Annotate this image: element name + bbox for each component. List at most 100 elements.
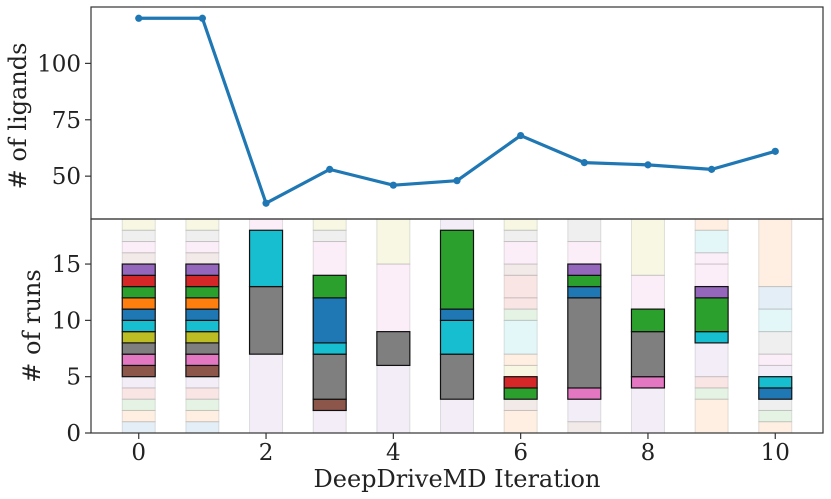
runs-bar-segment: [121, 297, 156, 310]
runs-bar-segment: [312, 274, 347, 299]
runs-bar-ghost-segment: [694, 376, 729, 389]
ligands-point: [580, 159, 588, 167]
runs-bar-segment: [503, 376, 538, 389]
runs-panel: 0 5 10 15 0 2 4 6 8 10 # of runs DeepDriveMD Iter…: [18, 218, 824, 493]
runs-x-tick-label: 8: [641, 440, 656, 466]
runs-bar-ghost-segment: [121, 387, 156, 400]
ligands-y-axis-label: # of ligands: [4, 43, 32, 190]
runs-y-tick-label: 5: [66, 365, 81, 391]
runs-bar-segment: [630, 331, 666, 378]
ligands-point: [198, 14, 206, 22]
runs-bar-ghost-segment: [567, 398, 602, 423]
runs-bar-ghost-segment: [121, 421, 156, 434]
runs-bar-ghost-segment: [249, 353, 284, 434]
runs-bar-ghost-segment: [185, 218, 220, 231]
runs-bar-ghost-segment: [185, 241, 220, 254]
runs-bar-ghost-segment: [376, 364, 411, 434]
ligands-line-series: [135, 14, 779, 207]
ligands-plot-frame: [90, 6, 824, 220]
runs-bar-ghost-segment: [503, 308, 538, 321]
runs-plot-frame: [90, 218, 824, 434]
runs-x-tick-label: 10: [761, 440, 790, 466]
runs-bar-ghost-segment: [312, 218, 347, 231]
runs-bar-segment: [312, 342, 347, 355]
runs-bar-ghost-segment: [249, 218, 284, 231]
runs-bar-ghost-segment: [758, 409, 793, 423]
runs-bar-ghost-segment: [503, 297, 538, 310]
runs-bar-ghost-segment: [694, 218, 729, 231]
runs-bar-ghost-segment: [503, 319, 538, 355]
runs-bar-segment: [121, 274, 156, 288]
ligands-y-tick-label: 50: [52, 164, 81, 190]
runs-bar-segment: [567, 387, 602, 400]
runs-y-tick-label: 15: [52, 252, 81, 278]
ligands-point: [262, 199, 270, 207]
runs-bar-ghost-segment: [758, 421, 793, 434]
runs-bar-ghost-segment: [694, 398, 729, 434]
runs-bar-ghost-segment: [121, 398, 156, 411]
runs-bar-ghost-segment: [694, 229, 729, 254]
runs-bar-ghost-segment: [503, 364, 538, 378]
runs-bar-segment: [121, 331, 156, 344]
runs-bar-ghost-segment: [121, 218, 156, 231]
runs-bar-segment: [694, 297, 729, 333]
runs-bar-ghost-segment: [630, 387, 665, 434]
ligands-point: [135, 14, 143, 22]
runs-bar-segment: [376, 331, 411, 367]
runs-bar-segment: [312, 398, 347, 412]
runs-bar-segment: [567, 297, 602, 389]
runs-y-tick-label: 10: [52, 308, 81, 334]
runs-bar-segment: [121, 353, 156, 367]
runs-bar-ghost-segment: [694, 387, 729, 400]
runs-bar-ghost-segment: [440, 218, 474, 231]
runs-bar-segment: [312, 297, 347, 344]
runs-bar-segment: [694, 331, 729, 344]
runs-bar-ghost-segment: [503, 398, 538, 411]
runs-bar-ghost-segment: [503, 353, 538, 366]
runs-bar-segment: [758, 376, 793, 389]
runs-bar-ghost-segment: [758, 398, 793, 411]
runs-x-tick-label: 6: [513, 440, 528, 466]
runs-bar-segment: [758, 387, 793, 400]
runs-bar-segment: [185, 297, 220, 310]
ligands-y-tick-label: 75: [52, 108, 81, 134]
runs-bar-ghost-segment: [312, 409, 347, 434]
runs-bar-ghost-segment: [121, 241, 156, 254]
runs-bar-segment: [121, 308, 156, 321]
runs-bar-segment: [185, 319, 220, 333]
runs-bar-segment: [121, 263, 156, 276]
runs-bar-ghost-segment: [185, 398, 220, 411]
runs-bar-segment: [185, 263, 220, 276]
runs-bar-segment: [439, 229, 475, 310]
runs-x-axis-label: DeepDriveMD Iteration: [314, 465, 601, 493]
runs-bar-segment: [503, 387, 538, 400]
runs-bar-ghost-segment: [185, 409, 220, 423]
ligands-y-tick-label: 100: [37, 51, 81, 77]
runs-bar-segment: [439, 308, 475, 321]
runs-bar-segment: [185, 353, 220, 367]
runs-bar-ghost-segment: [630, 218, 665, 276]
runs-bar-ghost-segment: [503, 274, 538, 299]
runs-bar-segment: [185, 364, 220, 378]
runs-bar-ghost-segment: [758, 286, 793, 310]
ligands-point: [326, 165, 334, 173]
runs-bar-segment: [121, 319, 156, 333]
runs-bar-ghost-segment: [121, 252, 156, 265]
ligands-point: [517, 131, 525, 140]
runs-bar-ghost-segment: [503, 229, 538, 243]
runs-bar-ghost-segment: [376, 263, 411, 333]
runs-x-tick-label: 4: [386, 440, 401, 466]
runs-bar-ghost-segment: [694, 263, 729, 288]
runs-bar-ghost-segment: [630, 274, 665, 310]
runs-bar-ghost-segment: [503, 218, 538, 231]
runs-bar-ghost-segment: [440, 398, 474, 434]
runs-bar-ghost-segment: [503, 263, 538, 276]
runs-bar-ghost-segment: [758, 218, 793, 288]
ligands-point: [453, 177, 461, 185]
runs-axis-ticks: 0 5 10 15 0 2 4 6 8 10: [52, 252, 790, 466]
runs-bar-segment: [439, 353, 475, 400]
runs-bar-segment: [567, 285, 602, 299]
ligands-panel: 50 75 100 # of ligands: [4, 6, 824, 220]
ligands-point: [389, 181, 397, 189]
